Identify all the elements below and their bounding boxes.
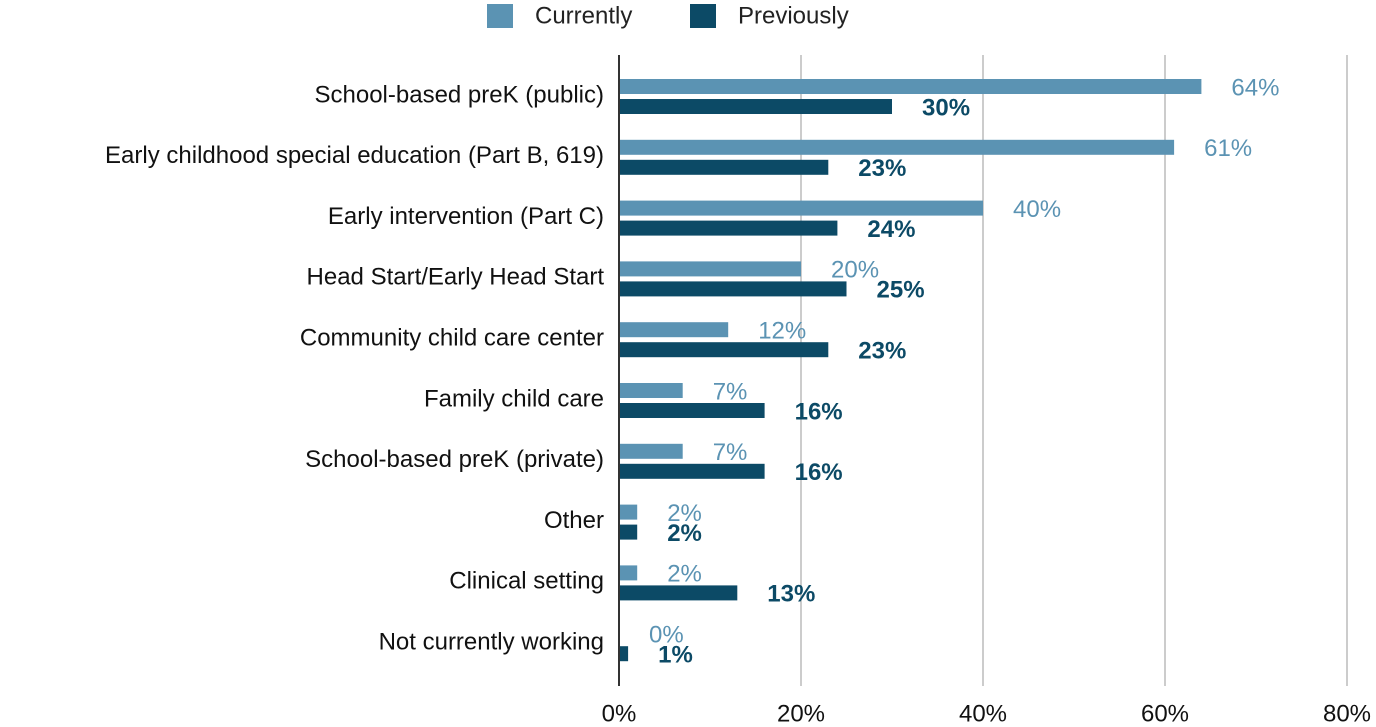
bar: [619, 524, 638, 540]
bar: [619, 322, 729, 338]
x-tick-label: 60%: [1141, 700, 1189, 727]
value-label: 2%: [667, 500, 702, 527]
category-label: Community child care center: [300, 325, 604, 352]
bar: [619, 159, 829, 175]
value-label: 7%: [713, 439, 748, 466]
category-label: Early intervention (Part C): [328, 203, 604, 230]
value-label: 20%: [831, 257, 879, 284]
category-label: School-based preK (public): [315, 81, 605, 108]
category-label: Clinical setting: [449, 568, 604, 595]
legend-label: Currently: [535, 2, 632, 29]
bar: [619, 99, 892, 114]
bar: [619, 646, 629, 662]
value-label: 7%: [713, 378, 748, 405]
x-tick-label: 80%: [1323, 700, 1371, 727]
bar: [619, 443, 683, 459]
legend-swatch: [487, 4, 513, 28]
value-label: 30%: [922, 94, 970, 121]
x-tick-label: 0%: [602, 700, 637, 727]
value-label: 1%: [658, 642, 693, 669]
value-label: 64%: [1231, 74, 1279, 101]
value-label: 23%: [858, 155, 906, 182]
category-label: Not currently working: [379, 629, 604, 656]
value-label: 25%: [877, 277, 925, 304]
x-tick-label: 20%: [777, 700, 825, 727]
bar: [619, 79, 1202, 94]
bar: [619, 200, 983, 216]
bar: [619, 139, 1175, 155]
bar: [619, 585, 738, 601]
x-tick-label: 40%: [959, 700, 1007, 727]
value-label: 13%: [767, 581, 815, 608]
value-label: 16%: [795, 398, 843, 425]
legend-label: Previously: [738, 2, 849, 29]
bar: [619, 504, 638, 520]
category-label: School-based preK (private): [305, 446, 604, 473]
category-label: Other: [544, 507, 604, 534]
value-label: 12%: [758, 318, 806, 345]
category-label: Family child care: [424, 385, 604, 412]
category-label: Head Start/Early Head Start: [307, 264, 605, 291]
value-label: 24%: [867, 216, 915, 243]
legend-swatch: [690, 4, 716, 28]
bar: [619, 463, 765, 479]
value-label: 23%: [858, 338, 906, 365]
value-label: 2%: [667, 520, 702, 547]
category-label: Early childhood special education (Part …: [105, 142, 604, 169]
bar: [619, 220, 838, 236]
bar: [619, 383, 683, 398]
bar: [619, 281, 847, 297]
value-label: 16%: [795, 459, 843, 486]
bar: [619, 261, 801, 277]
value-label: 61%: [1204, 135, 1252, 162]
bar: [619, 565, 638, 581]
value-label: 2%: [667, 561, 702, 588]
bar: [619, 403, 765, 418]
value-label: 40%: [1013, 196, 1061, 223]
value-label: 0%: [649, 622, 684, 649]
bar: [619, 342, 829, 358]
